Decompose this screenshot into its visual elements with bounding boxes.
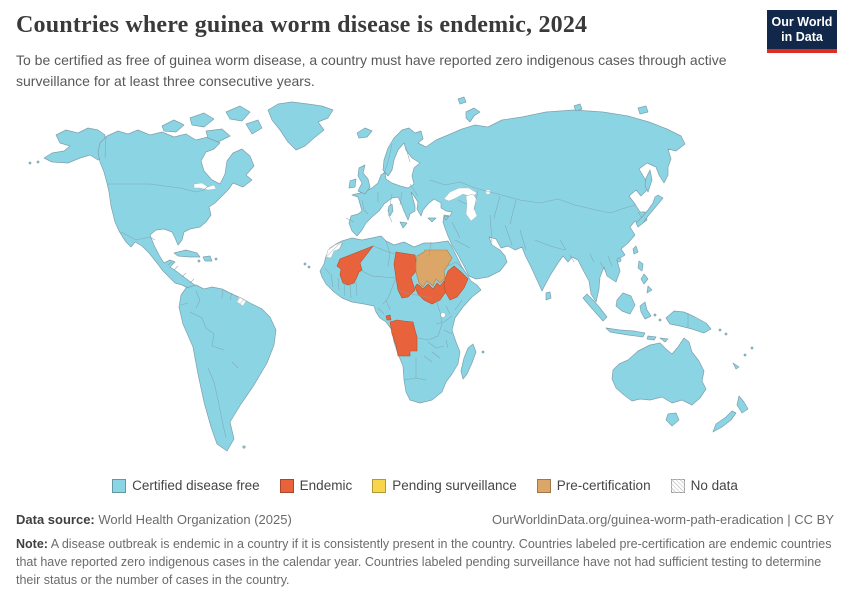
map-region-new-zealand-north [736, 395, 749, 414]
chart-subtitle: To be certified as free of guinea worm d… [16, 52, 727, 89]
map-region-great-britain[interactable] [357, 164, 371, 195]
legend-item-endemic[interactable]: Endemic [279, 478, 353, 493]
map-status-countries[interactable] [236, 241, 469, 357]
country-ethiopia[interactable] [443, 265, 469, 301]
map-region-new-guinea[interactable] [665, 310, 712, 334]
black-sea [443, 187, 478, 202]
owid-logo-line2: in Data [781, 30, 823, 44]
map-region-ireland[interactable] [348, 178, 357, 189]
map-region-sulawesi [639, 301, 652, 320]
attribution-link[interactable]: OurWorldinData.org/guinea-worm-path-erad… [491, 512, 834, 527]
map-region-south-america[interactable] [178, 284, 277, 452]
legend-swatch-endemic [279, 478, 294, 493]
data-source-label: Data source: [16, 512, 95, 527]
legend-swatch-certified [112, 478, 127, 493]
owid-logo-line1: Our World [771, 15, 833, 29]
map-region-sakhalin [644, 169, 653, 193]
data-source-text: Data source: World Health Organization (… [16, 512, 292, 527]
legend-label-certified: Certified disease free [132, 478, 260, 493]
country-angola-cabinda[interactable] [385, 314, 392, 321]
map-region-new-zealand-south [712, 410, 737, 433]
caspian-sea [465, 193, 478, 222]
note-label: Note: [16, 537, 48, 551]
region-french-guiana[interactable] [236, 296, 247, 307]
data-source-value: World Health Organization (2025) [94, 512, 292, 527]
lake-victoria [440, 312, 446, 318]
footer-note: Note: A disease outbreak is endemic in a… [16, 535, 834, 589]
country-sudan[interactable] [415, 249, 453, 288]
map-region-tasmania [665, 412, 680, 427]
world-map[interactable] [0, 90, 850, 470]
map-region-philippines [637, 260, 644, 272]
great-lakes [193, 182, 217, 191]
legend-item-certified[interactable]: Certified disease free [112, 478, 260, 493]
country-mali[interactable] [336, 245, 374, 286]
legend-item-precertification[interactable]: Pre-certification [536, 478, 651, 493]
map-region-iceland[interactable] [356, 127, 373, 139]
legend-swatch-pending [372, 478, 387, 493]
map-region-greenland[interactable] [267, 101, 334, 151]
map-region-japan[interactable] [635, 194, 664, 228]
legend-label-nodata: No data [690, 478, 738, 493]
map-legend: Certified disease free Endemic Pending s… [0, 478, 850, 493]
legend-swatch-nodata [670, 478, 685, 493]
legend-label-precertification: Pre-certification [556, 478, 651, 493]
map-region-north-america[interactable] [97, 129, 255, 295]
map-landmasses[interactable] [28, 96, 754, 452]
legend-item-nodata[interactable]: No data [670, 478, 738, 493]
note-value: A disease outbreak is endemic in a count… [16, 537, 832, 587]
footer-source-row: Data source: World Health Organization (… [16, 512, 834, 527]
legend-item-pending[interactable]: Pending surveillance [372, 478, 517, 493]
page-title: Countries where guinea worm disease is e… [16, 12, 588, 38]
map-inland-seas [193, 182, 491, 318]
legend-label-pending: Pending surveillance [392, 478, 517, 493]
map-region-eurasia[interactable] [348, 109, 686, 303]
legend-swatch-precertification [536, 478, 551, 493]
map-country-borders [104, 135, 689, 439]
map-region-sri-lanka [545, 291, 552, 301]
country-angola[interactable] [389, 319, 418, 357]
map-region-borneo [615, 292, 636, 315]
map-region-sumatra [582, 293, 608, 322]
map-region-java [605, 327, 646, 338]
world-map-svg[interactable] [0, 90, 850, 470]
map-region-madagascar[interactable] [460, 343, 477, 380]
owid-logo[interactable]: Our World in Data [767, 10, 837, 53]
map-region-australia[interactable] [611, 337, 707, 406]
legend-label-endemic: Endemic [299, 478, 353, 493]
map-region-alaska[interactable] [43, 127, 106, 164]
